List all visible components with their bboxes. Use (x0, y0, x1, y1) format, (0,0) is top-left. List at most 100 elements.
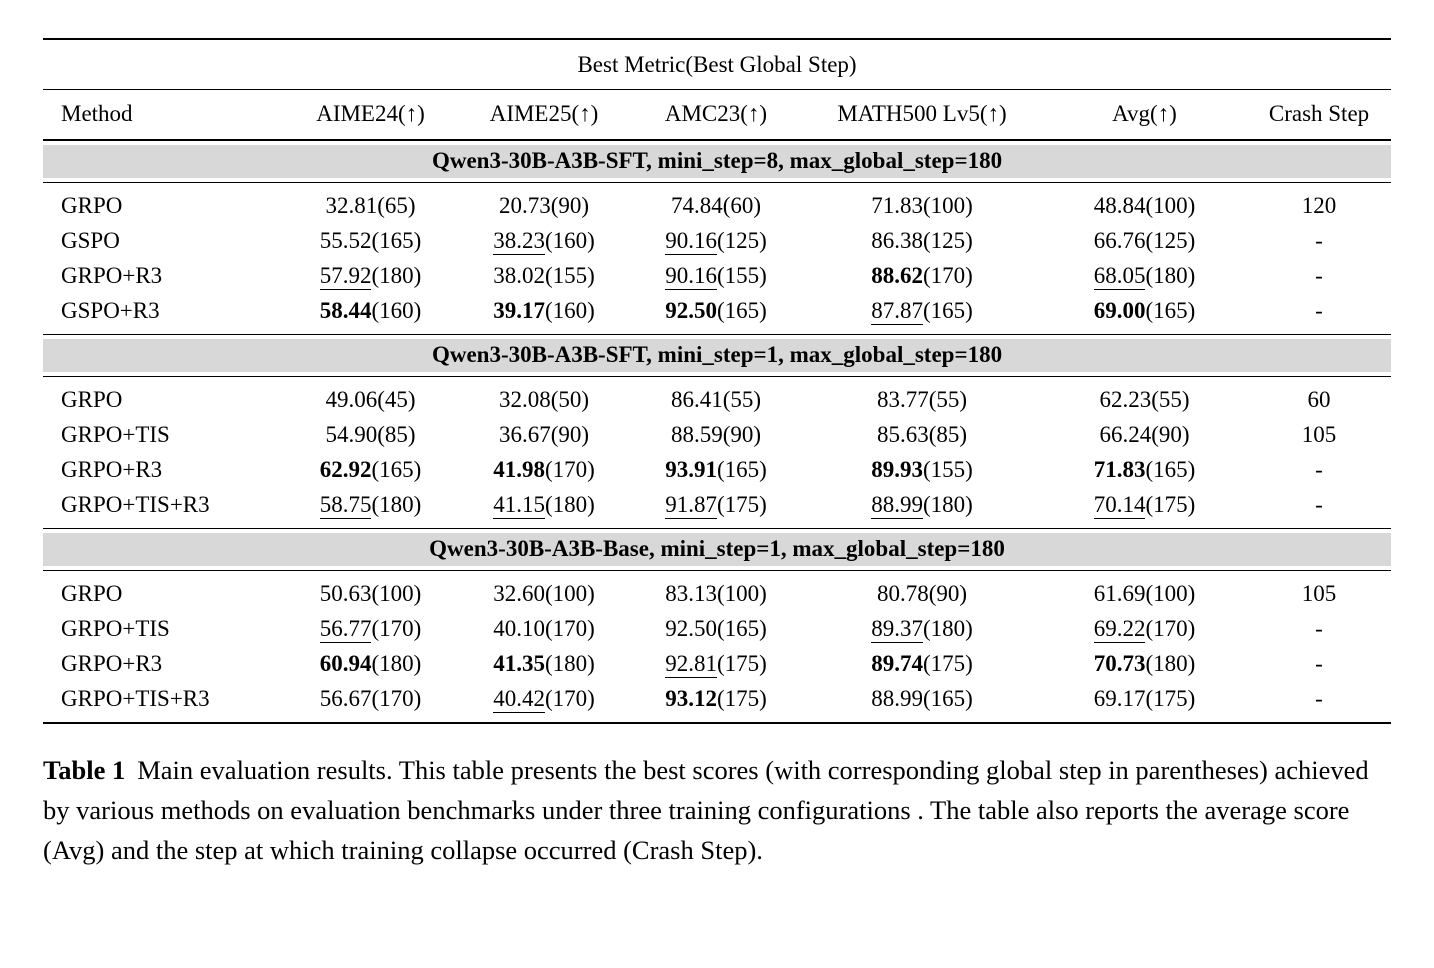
score-value: 36.67 (498, 422, 551, 447)
score-value: 50.63 (319, 581, 372, 606)
score-value: 38.23 (493, 228, 545, 255)
score-value: 57.92 (319, 263, 372, 290)
score-cell: 58.75(180) (283, 488, 458, 529)
score-cell: 36.67(90) (458, 418, 630, 453)
step-value: (125) (716, 228, 767, 253)
score-value: 69.17 (1093, 686, 1146, 711)
score-value: 71.83 (871, 193, 923, 218)
score-value: 88.62 (871, 263, 923, 288)
step-value: (165) (716, 298, 767, 323)
table-caption-text: Main evaluation results. This table pres… (43, 755, 1369, 865)
step-value: (180) (544, 492, 595, 517)
score-cell: 55.52(165) (283, 224, 458, 259)
score-value: 92.81 (665, 651, 717, 678)
table-row: GRPO+R3 60.94(180) 41.35(180) 92.81(175) 89.… (43, 647, 1391, 682)
crash-step-cell: 105 (1301, 422, 1337, 447)
score-value: 55.52 (319, 228, 372, 253)
score-value: 70.73 (1093, 651, 1146, 676)
table-row: GSPO+R3 58.44(160) 39.17(160) 92.50(165) 87.… (43, 294, 1391, 335)
step-value: (90) (1151, 422, 1190, 447)
score-value: 80.78 (876, 581, 929, 606)
step-value: (55) (1151, 387, 1190, 412)
section-header-cell: Qwen3-30B-A3B-SFT, mini_step=8, max_glob… (43, 139, 1392, 183)
score-cell: 83.13(100) (630, 571, 802, 612)
score-cell: 32.81(65) (283, 183, 458, 224)
step-value: (165) (1145, 298, 1196, 323)
paper-page: Best Metric(Best Global Step) Method AIM… (43, 38, 1395, 870)
score-value: 92.50 (665, 298, 717, 323)
table-caption: Table 1 Main evaluation results. This tab… (43, 750, 1395, 870)
score-cell: 88.99(180) (802, 488, 1042, 529)
score-value: 62.92 (319, 457, 372, 482)
score-cell: 48.84(100) (1042, 183, 1247, 224)
score-value: 32.81 (325, 193, 378, 218)
score-value: 86.41 (670, 387, 723, 412)
score-cell: 91.87(175) (630, 488, 802, 529)
score-cell: 69.17(175) (1042, 682, 1247, 724)
step-value: (175) (922, 651, 973, 676)
score-value: 20.73 (498, 193, 551, 218)
score-value: 88.59 (670, 422, 723, 447)
table-row: GSPO 55.52(165) 38.23(160) 90.16(125) 86.38(… (43, 224, 1391, 259)
step-value: (175) (1145, 686, 1196, 711)
score-cell: 88.59(90) (630, 418, 802, 453)
score-cell: 62.23(55) (1042, 377, 1247, 418)
score-cell: 32.08(50) (458, 377, 630, 418)
results-table: Best Metric(Best Global Step) Method AIM… (43, 38, 1392, 724)
crash-step-cell: 60 (1307, 387, 1331, 412)
step-value: (90) (722, 422, 762, 447)
score-value: 89.93 (871, 457, 923, 482)
table-row: GRPO+TIS+R3 56.67(170) 40.42(170) 93.12(175… (43, 682, 1391, 724)
step-value: (125) (1145, 228, 1196, 253)
score-cell: 92.50(165) (630, 294, 802, 335)
score-cell: 88.99(165) (802, 682, 1042, 724)
crash-step-cell: - (1315, 298, 1323, 323)
step-value: (50) (550, 387, 590, 412)
score-value: 69.22 (1093, 616, 1146, 643)
step-value: (165) (716, 457, 767, 482)
table-row: GRPO+TIS 54.90(85) 36.67(90) 88.59(90) 85.63… (43, 418, 1391, 453)
score-value: 56.77 (319, 616, 372, 643)
score-value: 58.75 (319, 492, 372, 519)
step-value: (180) (371, 263, 422, 288)
step-value: (180) (922, 616, 973, 641)
score-cell: 66.76(125) (1042, 224, 1247, 259)
score-value: 66.24 (1099, 422, 1152, 447)
score-value: 88.99 (871, 686, 923, 711)
score-cell: 54.90(85) (283, 418, 458, 453)
score-value: 48.84 (1093, 193, 1146, 218)
score-cell: 68.05(180) (1042, 259, 1247, 294)
score-cell: 71.83(165) (1042, 453, 1247, 488)
step-value: (175) (716, 492, 767, 517)
score-cell: 49.06(45) (283, 377, 458, 418)
score-cell: 40.10(170) (458, 612, 630, 647)
score-value: 40.10 (493, 616, 545, 641)
step-value: (100) (716, 581, 767, 606)
step-value: (165) (922, 686, 973, 711)
score-value: 41.98 (493, 457, 545, 482)
score-cell: 39.17(160) (458, 294, 630, 335)
score-value: 85.63 (876, 422, 929, 447)
score-cell: 38.23(160) (458, 224, 630, 259)
score-value: 40.42 (493, 686, 545, 713)
score-cell: 50.63(100) (283, 571, 458, 612)
step-value: (160) (544, 228, 595, 253)
step-value: (65) (377, 193, 416, 218)
section-header: Qwen3-30B-A3B-SFT, mini_step=1, max_glob… (43, 339, 1392, 372)
score-value: 54.90 (325, 422, 378, 447)
method-cell: GSPO+R3 (61, 298, 160, 323)
score-value: 71.83 (1093, 457, 1146, 482)
score-cell: 41.98(170) (458, 453, 630, 488)
score-value: 58.44 (319, 298, 372, 323)
step-value: (155) (922, 457, 973, 482)
score-cell: 61.69(100) (1042, 571, 1247, 612)
section-header-row: Qwen3-30B-A3B-SFT, mini_step=8, max_glob… (43, 139, 1392, 183)
table-body: Qwen3-30B-A3B-SFT, mini_step=8, max_glob… (43, 139, 1392, 724)
score-value: 60.94 (319, 651, 372, 676)
column-header-row: Method AIME24(↑) AIME25(↑) AMC23(↑) MATH… (43, 89, 1392, 141)
step-value: (165) (371, 457, 422, 482)
step-value: (160) (544, 298, 595, 323)
score-value: 66.76 (1093, 228, 1146, 253)
table-title-row: Best Metric(Best Global Step) (43, 39, 1392, 90)
crash-step-cell: - (1315, 686, 1323, 711)
